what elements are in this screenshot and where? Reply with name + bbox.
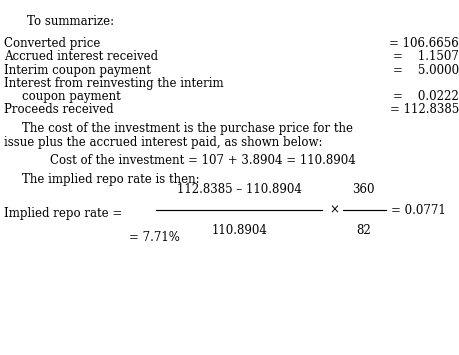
Text: Cost of the investment = 107 + 3.8904 = 110.8904: Cost of the investment = 107 + 3.8904 = …	[50, 154, 355, 168]
Text: 360: 360	[352, 183, 374, 196]
Text: The implied repo rate is then:: The implied repo rate is then:	[22, 173, 199, 186]
Text: 110.8904: 110.8904	[211, 224, 267, 237]
Text: = 7.71%: = 7.71%	[129, 231, 179, 244]
Text: ×: ×	[328, 204, 338, 217]
Text: = 106.6656: = 106.6656	[388, 37, 458, 50]
Text: Converted price: Converted price	[4, 37, 100, 50]
Text: = 112.8385: = 112.8385	[389, 103, 458, 116]
Text: Implied repo rate =: Implied repo rate =	[4, 207, 122, 219]
Text: Interest from reinvesting the interim: Interest from reinvesting the interim	[4, 77, 223, 90]
Text: Interim coupon payment: Interim coupon payment	[4, 64, 150, 77]
Text: issue plus the accrued interest paid, as shown below:: issue plus the accrued interest paid, as…	[4, 136, 321, 149]
Text: Proceeds received: Proceeds received	[4, 103, 113, 116]
Text: The cost of the investment is the purchase price for the: The cost of the investment is the purcha…	[22, 122, 353, 136]
Text: 112.8385 – 110.8904: 112.8385 – 110.8904	[176, 183, 301, 196]
Text: =    0.0222: = 0.0222	[392, 90, 458, 103]
Text: =    1.1507: = 1.1507	[392, 50, 458, 64]
Text: Accrued interest received: Accrued interest received	[4, 50, 157, 64]
Text: = 0.0771: = 0.0771	[390, 204, 445, 217]
Text: coupon payment: coupon payment	[22, 90, 121, 103]
Text: 82: 82	[355, 224, 370, 237]
Text: =    5.0000: = 5.0000	[392, 64, 458, 77]
Text: To summarize:: To summarize:	[27, 15, 113, 28]
